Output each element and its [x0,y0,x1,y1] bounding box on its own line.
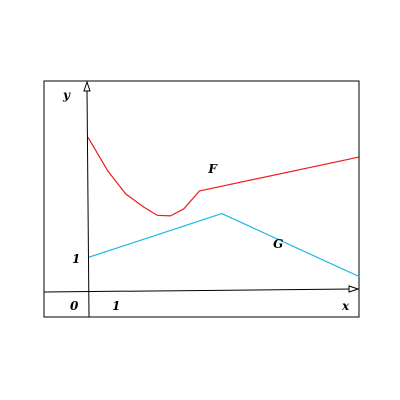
x-tick-label: 1 [112,299,120,313]
x-axis [44,289,352,292]
x-axis-label: x [341,299,350,313]
y-axis [87,89,89,317]
y-axis-arrowhead [84,82,90,91]
y-tick-label: 1 [72,252,80,266]
series-label-f: F [207,162,218,176]
origin-label: 0 [70,299,79,313]
series-label-g: G [273,237,283,251]
series-line-f [88,137,360,216]
series-line-g [88,214,360,277]
plot-frame [44,81,359,317]
y-axis-label: y [62,88,71,102]
x-axis-arrowhead [349,286,358,292]
series-layer: FG [88,137,360,277]
